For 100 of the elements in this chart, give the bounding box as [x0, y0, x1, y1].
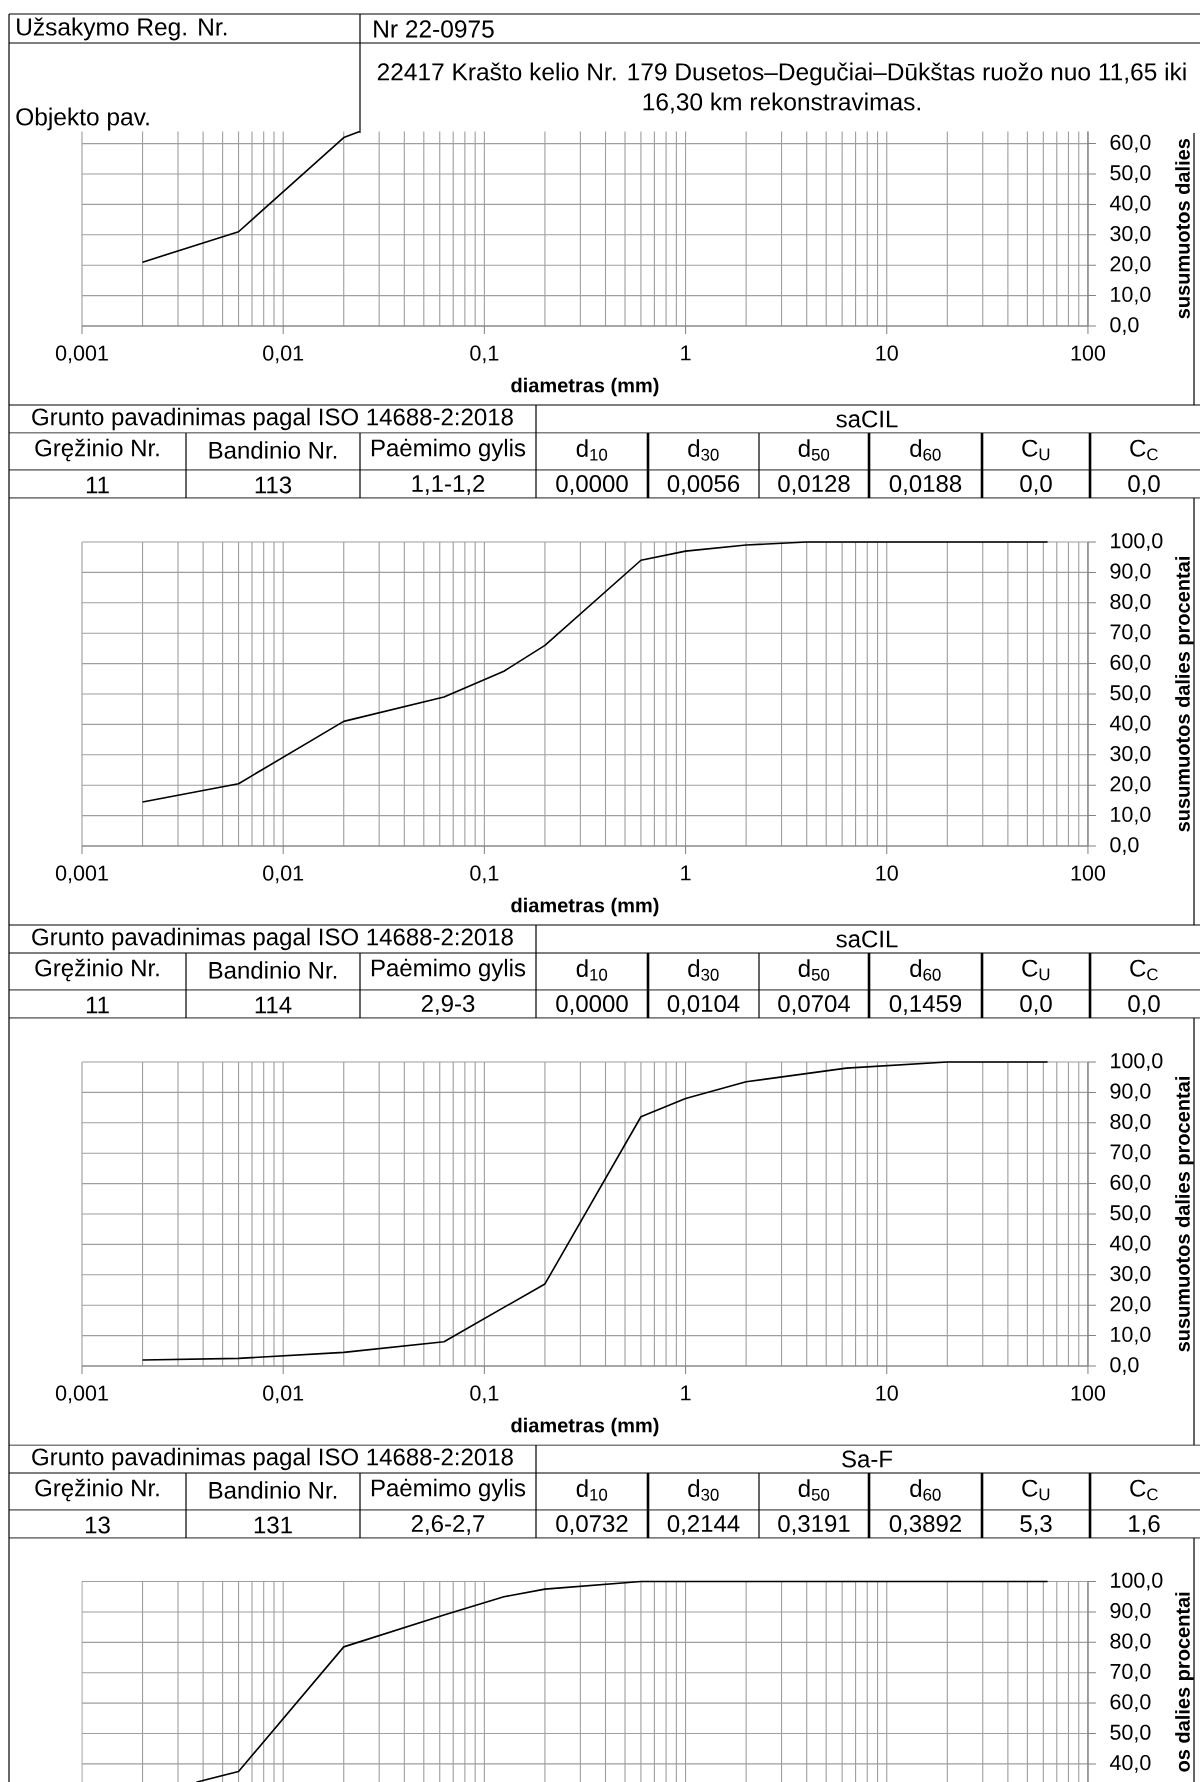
y-axis-title: susumuotos dalies	[1175, 138, 1190, 319]
text: 0,0000	[556, 475, 628, 495]
x-tick-label: 1	[681, 345, 691, 361]
text: Nr 22-0975	[374, 20, 494, 38]
text: 1,1-1,2	[412, 475, 485, 495]
y-tick-label: 40,0	[1109, 1755, 1151, 1773]
x-axis-title: diametras (mm)	[511, 377, 659, 397]
text: 13	[85, 1516, 110, 1534]
y-tick-label: 10,0	[1111, 806, 1151, 825]
x-tick-label: 0,1	[470, 1385, 499, 1404]
text: d$_{10}$	[576, 1479, 608, 1501]
text: Gręžinio Nr.	[35, 958, 159, 982]
text: 0,3892	[889, 1515, 961, 1535]
x-tick-label: 100	[1071, 865, 1106, 881]
y-axis-title: os dalies procentai	[1175, 1592, 1194, 1772]
text: 0,0	[1020, 475, 1052, 495]
y-tick-label: 80,0	[1110, 593, 1151, 612]
y-tick-label: 80,0	[1110, 1113, 1151, 1132]
y-tick-label: 90,0	[1110, 1603, 1151, 1621]
text: Objekto pav.	[16, 107, 149, 131]
y-tick-label: 30,0	[1110, 1265, 1151, 1284]
y-tick-label: 100,0	[1111, 1572, 1163, 1591]
y-tick-label: 80,0	[1110, 1633, 1151, 1652]
y-tick-label: 60,0	[1110, 1174, 1151, 1193]
text: C$_{U}$	[1022, 439, 1050, 461]
text: Bandinio Nr.	[209, 441, 337, 459]
y-tick-label: 60,0	[1110, 1694, 1151, 1712]
text: 11	[86, 476, 109, 494]
x-tick-label: 0,1	[470, 345, 499, 364]
y-tick-label: 40,0	[1109, 715, 1151, 734]
y-tick-label: 50,0	[1110, 165, 1151, 183]
text: 131	[254, 1516, 292, 1534]
text: 0,0104	[667, 995, 740, 1015]
y-tick-label: 0,0	[1110, 1357, 1139, 1375]
x-tick-label: 1	[681, 1385, 691, 1401]
text: Sa-F	[842, 1450, 893, 1468]
text: 11	[86, 996, 109, 1014]
y-tick-label: 60,0	[1110, 134, 1151, 153]
text: 2,9-3	[421, 995, 475, 1015]
text: Bandinio Nr.	[209, 1481, 337, 1499]
text: Užsakymo Reg. Nr.	[17, 17, 227, 41]
text: d$_{50}$	[798, 1479, 830, 1501]
y-axis-title: susumuotos dalies procentai	[1175, 1077, 1194, 1352]
text: 0,0128	[778, 475, 850, 495]
text: C$_{C}$	[1130, 959, 1158, 981]
y-tick-label: 40,0	[1109, 195, 1151, 214]
y-tick-label: 90,0	[1110, 1083, 1151, 1102]
x-tick-label: 100	[1071, 345, 1106, 361]
text: Bandinio Nr.	[209, 961, 337, 979]
y-axis-title: susumuotos dalies procentai	[1175, 557, 1194, 832]
text: d$_{50}$	[798, 959, 830, 981]
text: saCIL	[836, 930, 898, 948]
text: d$_{60}$	[910, 1479, 941, 1501]
y-tick-label: 20,0	[1110, 1296, 1151, 1315]
y-tick-label: 70,0	[1110, 624, 1151, 643]
y-tick-label: 30,0	[1110, 225, 1151, 244]
text: d$_{60}$	[910, 959, 941, 981]
y-tick-label: 50,0	[1110, 1724, 1151, 1743]
text: d$_{30}$	[688, 1479, 719, 1501]
x-tick-label: 0,001	[55, 345, 108, 364]
x-tick-label: 0,1	[470, 865, 499, 884]
text: 0,0732	[556, 1515, 628, 1535]
text: Grunto pavadinimas pagal ISO 14688-2:2018	[32, 1447, 513, 1471]
y-tick-label: 50,0	[1110, 685, 1151, 703]
text: 0,2144	[667, 1515, 740, 1535]
x-tick-label: 10	[876, 345, 898, 361]
y-tick-label: 20,0	[1110, 776, 1151, 795]
text: 1,6	[1129, 1515, 1160, 1535]
text: 2,6-2,7	[411, 1515, 485, 1535]
y-tick-label: 30,0	[1110, 745, 1151, 764]
y-tick-label: 50,0	[1110, 1205, 1151, 1223]
text: 22417 Krašto kelio Nr. 179 Dusetos–Degučiai–Dūkštas ruožo nuo 11,65 iki 16,30 km rekonstravimas.	[377, 62, 1186, 114]
text: d$_{10}$	[576, 439, 608, 461]
y-tick-label: 100,0	[1111, 1053, 1163, 1071]
y-tick-label: 70,0	[1110, 1663, 1151, 1682]
text: 113	[255, 476, 292, 494]
y-tick-label: 70,0	[1110, 1144, 1151, 1163]
text: d$_{60}$	[910, 439, 941, 461]
text: 0,0188	[889, 475, 962, 495]
text: Grunto pavadinimas pagal ISO 14688-2:2018	[32, 927, 513, 951]
text: 0,0704	[778, 995, 850, 1015]
text: Gręžinio Nr.	[35, 1478, 159, 1502]
x-axis-title: diametras (mm)	[511, 897, 659, 917]
x-tick-label: 10	[876, 865, 898, 881]
y-tick-label: 100,0	[1111, 533, 1163, 551]
text: saCIL	[836, 410, 898, 428]
text: Grunto pavadinimas pagal ISO 14688-2:2018	[32, 407, 513, 431]
text: C$_{C}$	[1130, 439, 1158, 461]
text: C$_{C}$	[1130, 1479, 1158, 1501]
x-axis-title: diametras (mm)	[511, 1417, 659, 1437]
text: 0,1459	[889, 995, 962, 1015]
text: 0,0000	[556, 995, 628, 1015]
y-tick-label: 20,0	[1110, 256, 1151, 275]
x-tick-label: 0,01	[263, 865, 304, 884]
text: 5,3	[1020, 1515, 1052, 1535]
x-tick-label: 10	[876, 1385, 898, 1401]
text: Paėmimo gylis	[371, 958, 526, 982]
x-tick-label: 0,01	[263, 345, 304, 364]
text: d$_{50}$	[798, 439, 830, 461]
y-tick-label: 0,0	[1110, 317, 1139, 335]
